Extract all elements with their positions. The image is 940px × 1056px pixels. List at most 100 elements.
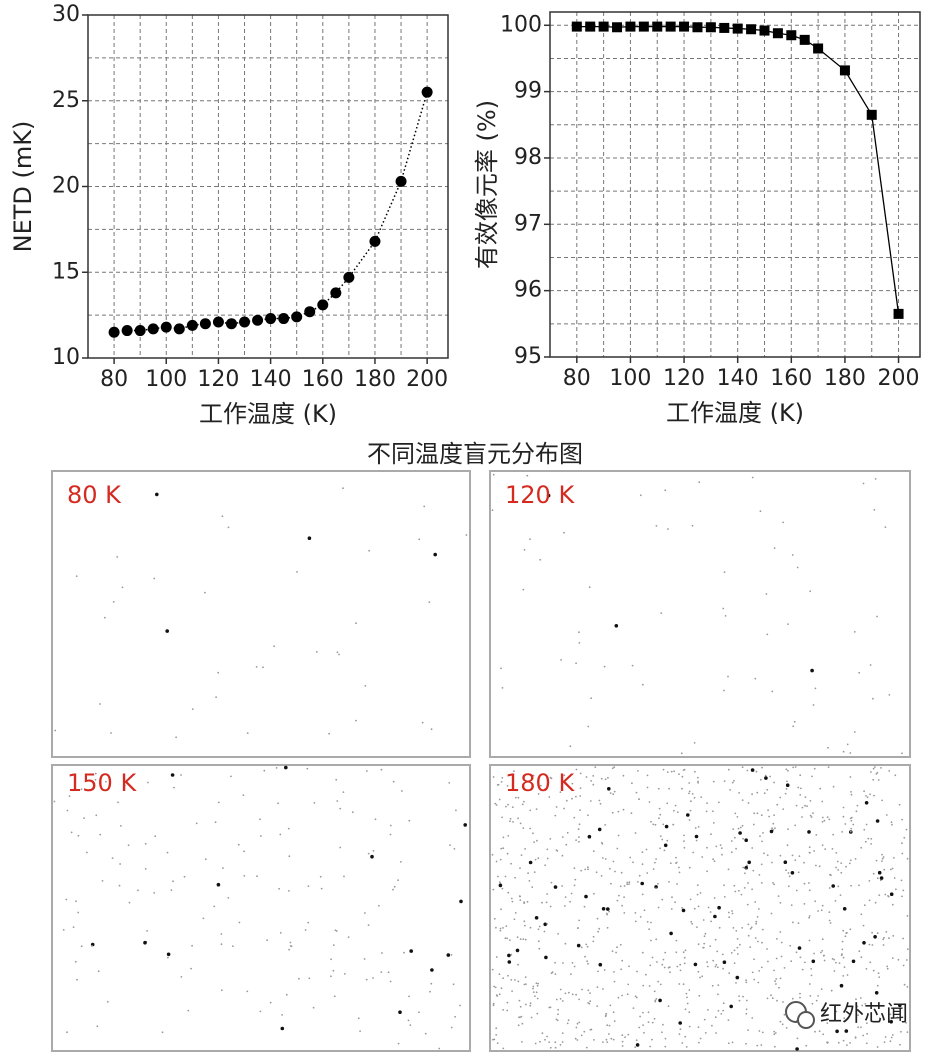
speckle [844,1029,849,1033]
speckle [676,811,679,814]
speckle [336,651,339,654]
speckle [227,526,230,529]
speckle [753,978,756,981]
speckle [578,642,581,644]
speckle [838,962,841,964]
speckle [617,834,620,837]
y-axis-label: 有效像元率 (%) [473,100,501,269]
speckle [712,858,714,861]
speckle [795,889,798,892]
speckle [368,549,370,552]
speckle [632,861,634,864]
speckle [901,818,903,821]
speckle [332,969,335,972]
speckle [584,955,586,958]
speckle [213,905,216,908]
speckle [837,1041,840,1044]
speckle [668,787,670,790]
speckle [544,1038,546,1041]
speckle [849,830,852,833]
speckle [144,868,147,870]
speckle [649,1045,651,1048]
speckle [828,887,831,889]
speckle [585,943,588,946]
speckle [695,839,698,842]
speckle [260,835,262,837]
speckle [827,746,829,749]
speckle [799,996,801,999]
speckle [560,659,562,661]
speckle [694,827,697,829]
speckle [679,1028,682,1031]
marker [839,65,850,76]
speckle [849,817,852,820]
speckle [494,802,497,805]
speckle [621,1034,624,1037]
speckle [574,878,577,881]
speckle [787,623,789,625]
speckle [821,1014,824,1017]
speckle [232,945,234,947]
speckle [727,1042,730,1045]
marker [186,319,198,331]
speckle [774,980,776,983]
speckle [448,782,451,784]
y-axis-label: NETD (mK) [9,121,37,253]
speckle [684,1035,687,1038]
speckle [697,826,700,828]
speckle [495,1034,498,1036]
speckle [773,547,776,549]
speckle [686,996,688,999]
speckle [791,854,794,857]
speckle [507,960,512,964]
speckle [166,851,169,854]
speckle [191,944,194,947]
speckle [593,1039,595,1041]
speckle [509,817,512,820]
speckle [674,804,677,807]
speckle [850,793,853,796]
speckle [666,771,669,773]
speckle [675,939,678,942]
speckle [573,816,576,819]
speckle [779,1020,782,1023]
speckle [509,820,511,823]
speckle [867,837,870,840]
speckle [871,944,874,946]
speckle [626,993,629,996]
speckle [884,526,887,528]
speckle [696,926,698,928]
speckle [343,973,346,975]
speckle [609,1004,612,1007]
marker [679,21,690,32]
speckle [811,1002,814,1005]
speckle [594,766,597,768]
speckle [760,1044,763,1046]
speckle [722,1002,725,1005]
speckle [667,528,669,530]
speckle [882,938,885,941]
speckle [736,816,739,818]
speckle [809,814,812,817]
speckle [500,847,503,850]
speckle [597,970,599,973]
speckle [803,882,806,885]
speckle [538,947,541,950]
speckle [605,1038,608,1041]
speckle [855,998,857,1000]
speckle [546,923,549,925]
speckle [806,805,808,808]
speckle [810,974,813,977]
speckle [367,852,370,855]
speckle [735,982,737,984]
speckle [642,1024,644,1026]
speckle [506,937,508,940]
speckle [683,834,685,837]
speckle [604,824,606,826]
speckle [647,1011,650,1014]
speckle [697,970,700,973]
speckle [269,1001,272,1004]
speckle [536,984,539,987]
speckle [734,812,737,815]
speckle [523,549,526,551]
